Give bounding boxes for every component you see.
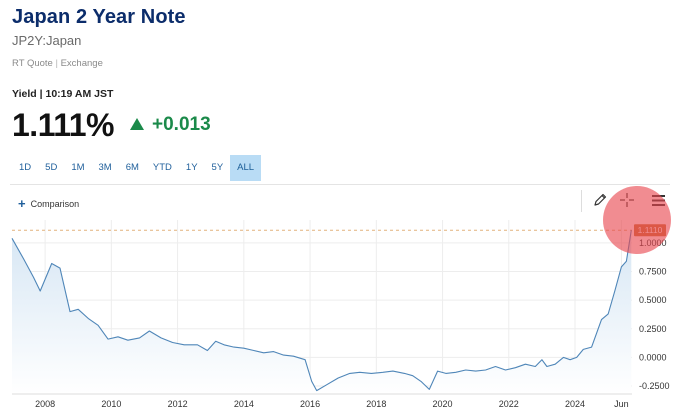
ticker-symbol: JP2Y:Japan xyxy=(12,33,82,48)
x-tick-label: 2020 xyxy=(433,399,453,409)
yield-timestamp: Yield | 10:19 AM JST xyxy=(12,88,114,100)
range-tab-all[interactable]: ALL xyxy=(230,155,262,181)
range-tab-5d[interactable]: 5D xyxy=(45,162,58,173)
last-value-flag: 1.1110 xyxy=(634,224,666,237)
x-tick-label: 2016 xyxy=(300,399,320,409)
range-tab-1m[interactable]: 1M xyxy=(71,162,85,173)
page-title: Japan 2 Year Note xyxy=(12,6,186,28)
change-value: +0.013 xyxy=(152,114,211,135)
up-arrow-icon xyxy=(130,118,144,130)
range-tab-ytd[interactable]: YTD xyxy=(152,162,172,173)
x-tick-label: 2008 xyxy=(35,399,55,409)
x-tick-label: 2024 xyxy=(565,399,585,409)
price-row: 1.111% +0.013 xyxy=(12,106,211,144)
y-tick-label: 1.0000 xyxy=(639,238,667,248)
x-tick-label: 2010 xyxy=(101,399,121,409)
range-tab-1d[interactable]: 1D xyxy=(19,162,32,173)
quote-exchange: Exchange xyxy=(60,58,103,69)
series-area xyxy=(12,230,632,394)
y-tick-label: 0.5000 xyxy=(639,295,667,305)
menu-icon[interactable] xyxy=(652,195,665,206)
crosshair-icon[interactable] xyxy=(620,193,634,207)
x-tick-label: 2014 xyxy=(234,399,254,409)
toolbar-divider xyxy=(10,184,670,185)
comparison-label: Comparison xyxy=(30,198,80,209)
price-change: +0.013 xyxy=(130,114,211,136)
y-tick-label: -0.2500 xyxy=(639,381,670,391)
last-value-flag-label: 1.1110 xyxy=(638,225,663,235)
last-price: 1.111% xyxy=(12,106,115,143)
range-tab-3m[interactable]: 3M xyxy=(98,162,112,173)
plus-icon: + xyxy=(18,196,26,211)
quote-source: RT Quote | Exchange xyxy=(12,58,103,69)
chart-canvas[interactable]: 2008 2010 2012 2014 2016 2018 2020 2022 2024 Jun 1… xyxy=(0,212,680,419)
comparison-button[interactable]: + Comparison xyxy=(18,197,79,210)
x-tick-label: 2018 xyxy=(366,399,386,409)
range-tab-1y[interactable]: 1Y xyxy=(185,162,198,173)
yield-chart[interactable]: 2008 2010 2012 2014 2016 2018 2020 2022 2024 Jun 1… xyxy=(0,212,680,419)
series-line xyxy=(11,230,632,392)
x-tick-label: 2012 xyxy=(168,399,188,409)
range-tab-5y[interactable]: 5Y xyxy=(211,162,224,173)
pencil-icon[interactable] xyxy=(592,192,608,208)
y-tick-label: 0.2500 xyxy=(639,324,667,334)
tool-divider xyxy=(581,190,582,212)
quote-separator: | xyxy=(55,58,58,69)
y-tick-label: 0.0000 xyxy=(639,352,667,362)
quote-type: RT Quote xyxy=(12,58,53,69)
range-tabs: 1D 5D 1M 3M 6M YTD 1Y 5Y ALL xyxy=(12,155,262,181)
range-tab-6m[interactable]: 6M xyxy=(125,162,139,173)
x-tick-label: 2022 xyxy=(499,399,519,409)
x-tick-label: Jun xyxy=(614,399,629,409)
y-tick-label: 0.7500 xyxy=(639,267,667,277)
